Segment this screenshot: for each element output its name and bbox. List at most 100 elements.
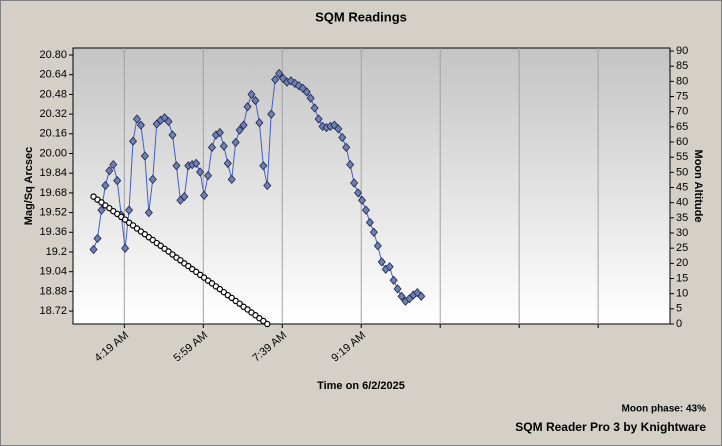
y-tick-label: 20.00 [39, 147, 67, 159]
data-point [361, 205, 371, 215]
data-point [215, 127, 224, 138]
y2-tick-label: 75 [676, 90, 688, 102]
data-point [121, 243, 130, 253]
data-point [136, 120, 145, 130]
data-point [267, 109, 276, 119]
data-point [132, 114, 141, 124]
y2-tick-label: 15 [676, 272, 688, 284]
data-point [192, 158, 201, 168]
data-point [417, 291, 426, 301]
y-tick-label: 19.2 [46, 246, 67, 258]
data-point [314, 114, 323, 124]
data-point [89, 244, 98, 255]
data-point [365, 217, 374, 228]
y-tick-label: 19.52 [39, 206, 67, 218]
y2-tick-label: 55 [676, 151, 688, 163]
y-tick-label: 19.84 [39, 167, 67, 179]
data-point [255, 118, 264, 128]
data-point [207, 142, 217, 152]
data-point [101, 180, 110, 191]
y2-tick-label: 50 [676, 166, 688, 178]
y2-tick-label: 65 [676, 121, 688, 133]
y2-tick-label: 80 [676, 75, 688, 87]
data-point [251, 95, 260, 106]
data-point [346, 159, 355, 170]
data-point [275, 68, 284, 79]
y-axis-label: Mag/Sq Arcsec [23, 147, 35, 225]
data-point [235, 125, 244, 135]
data-point [219, 141, 228, 151]
data-point [397, 291, 406, 301]
data-point [247, 89, 256, 100]
y2-tick-label: 90 [676, 45, 688, 57]
y-tick-label: 20.80 [39, 49, 67, 61]
data-point [227, 174, 236, 184]
data-point [377, 257, 386, 267]
data-point [330, 120, 339, 130]
y2-tick-label: 10 [676, 288, 688, 300]
data-point [259, 161, 268, 171]
y-tick-label: 20.32 [39, 108, 67, 120]
y2-tick-label: 60 [676, 136, 688, 148]
data-point [243, 102, 252, 112]
data-point [310, 103, 319, 113]
data-point [223, 158, 232, 168]
data-point [200, 190, 209, 200]
data-point [369, 227, 378, 237]
data-point [144, 207, 153, 218]
x-axis-label: Time on 6/2/2025 [317, 380, 405, 392]
y-tick-label: 18.72 [39, 305, 67, 317]
y2-tick-label: 30 [676, 227, 688, 239]
y-tick-label: 20.64 [39, 69, 67, 81]
y2-tick-label: 45 [676, 181, 688, 193]
data-point [350, 178, 359, 188]
data-point [172, 161, 181, 171]
data-point [204, 171, 213, 181]
data-point [231, 137, 240, 148]
credit: SQM Reader Pro 3 by Knightware [515, 420, 706, 434]
y2-tick-label: 35 [676, 212, 688, 224]
y2-tick-label: 40 [676, 197, 688, 209]
data-point [196, 167, 205, 177]
plot-area [72, 47, 671, 325]
data-point [354, 188, 363, 198]
y2-tick-label: 5 [676, 303, 682, 315]
y-tick-label: 19.68 [39, 187, 67, 199]
data-point [263, 180, 272, 191]
data-point [148, 174, 157, 184]
y2-tick-label: 0 [676, 318, 682, 330]
data-point [180, 191, 189, 202]
data-point [128, 136, 138, 146]
moon-phase: Moon phase: 43% [622, 404, 707, 415]
data-point [93, 233, 102, 244]
data-point [306, 93, 315, 103]
data-point [113, 175, 122, 186]
data-point [264, 320, 271, 328]
data-point [385, 262, 394, 272]
data-point [373, 241, 382, 251]
data-point [97, 205, 106, 215]
y-tick-label: 20.16 [39, 128, 67, 140]
data-point [302, 87, 311, 97]
y-tick-label: 18.88 [39, 285, 67, 297]
data-point [334, 124, 343, 134]
y2-axis-label: Moon Altitude [692, 150, 704, 223]
y2-tick-label: 70 [676, 106, 688, 118]
y2-tick-label: 85 [676, 60, 688, 72]
data-point [140, 151, 149, 161]
chart-title: SQM Readings [315, 9, 407, 24]
data-point [105, 166, 114, 176]
y-tick-label: 19.36 [39, 226, 67, 238]
data-point [109, 159, 118, 170]
data-point [389, 275, 398, 285]
y2-tick-label: 20 [676, 257, 688, 269]
data-point [342, 142, 351, 152]
data-point [357, 195, 367, 205]
data-point [393, 284, 402, 294]
data-point [338, 132, 347, 143]
y-tick-label: 19.04 [39, 266, 67, 278]
data-point [168, 130, 177, 140]
data-point [271, 75, 280, 85]
data-point [125, 205, 134, 215]
